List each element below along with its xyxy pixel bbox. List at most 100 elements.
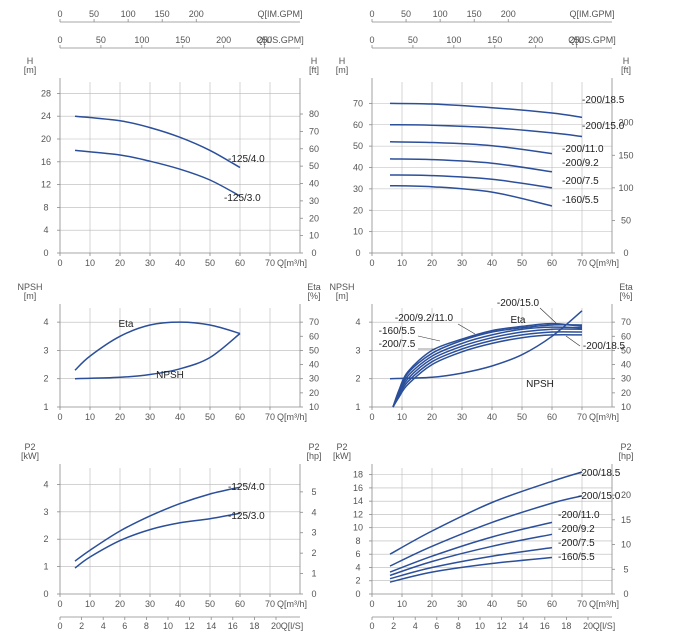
y-tick-label-left: 28 <box>41 88 51 98</box>
y-tick-label-left: 1 <box>43 562 48 572</box>
chart-npsh_small: 0 10 20 30 40 50 60 70 Q[m³/h]1234NPSH[m]1020304… <box>17 282 320 422</box>
x2-tick-label: 10 <box>475 621 485 631</box>
x2-axis-title: Q[l/S] <box>593 621 616 631</box>
x-tick-label: 40 <box>175 599 185 609</box>
series-line <box>389 102 583 119</box>
y-axis-unit-right: [%] <box>619 291 632 301</box>
y-tick-label-right: 20 <box>309 213 319 223</box>
y-axis-title-right: P2 <box>620 442 631 452</box>
y-tick-label-left: 4 <box>43 479 48 489</box>
y-tick-label-right: 2 <box>311 548 316 558</box>
y-tick-label-left: 20 <box>353 205 363 215</box>
y-tick-label-left: 6 <box>355 549 360 559</box>
y-axis-unit-right: [hp] <box>306 451 321 461</box>
y-tick-label-right: 20 <box>621 388 631 398</box>
y-axis-title-left: H <box>339 56 346 66</box>
x2-axis-title: Q[l/S] <box>281 621 304 631</box>
y-tick-label-right: 4 <box>311 507 316 517</box>
x-tick-label: 60 <box>547 599 557 609</box>
y-tick-label-left: 3 <box>355 345 360 355</box>
y-tick-label-left: 1 <box>355 402 360 412</box>
x-axis-title: Q[m³/h] <box>277 258 307 268</box>
chart-h_large: 0 10 20 30 40 50 60 70 Q[m³/h]0 50 100 150 200 Q[IM.G… <box>336 9 634 268</box>
x2-tick-label: 16 <box>228 621 238 631</box>
x2-tick-label: 14 <box>206 621 216 631</box>
x-tick-label: 0 <box>57 412 62 422</box>
x-tick-label: 70 <box>265 599 275 609</box>
leader-line <box>417 335 441 342</box>
y-tick-label-right: 100 <box>618 183 633 193</box>
grid-lines <box>60 82 300 253</box>
y-tick-label-right: 40 <box>309 179 319 189</box>
y-axis-unit-left: [m] <box>24 291 37 301</box>
y-tick-label-left: 1 <box>43 402 48 412</box>
series-label: -200/9.2 <box>558 524 595 535</box>
top-axis-tick-label: 250 <box>569 35 584 45</box>
x2-tick-label: 4 <box>413 621 418 631</box>
x-tick-label: 70 <box>577 599 587 609</box>
y-axis-title-left: NPSH <box>17 282 42 292</box>
x-tick-label: 50 <box>205 599 215 609</box>
y-tick-label-left: 40 <box>353 163 363 173</box>
x2-tick-label: 10 <box>163 621 173 631</box>
series-line <box>389 124 583 138</box>
y-tick-label-left: 2 <box>355 576 360 586</box>
y-tick-label-left: 2 <box>43 534 48 544</box>
top-axis-tick-label: 100 <box>134 35 149 45</box>
x2-tick-label: 0 <box>369 621 374 631</box>
y-tick-label-right: 5 <box>623 564 628 574</box>
y-tick-label-right: 0 <box>623 248 628 258</box>
series-label: -200/11.0 <box>558 510 600 521</box>
top-axis-tick-label: 200 <box>216 35 231 45</box>
x-tick-label: 30 <box>145 258 155 268</box>
series-label: -125/4.0 <box>228 154 265 165</box>
y-tick-label-left: 24 <box>41 111 51 121</box>
y-tick-label-left: 2 <box>355 374 360 384</box>
series-line <box>389 141 553 155</box>
y-tick-label-left: 4 <box>43 317 48 327</box>
x-axis-title: Q[m³/h] <box>277 412 307 422</box>
y-tick-label-left: 18 <box>353 470 363 480</box>
series-label: -200/18.5 <box>583 341 626 352</box>
series-label: -200/7.5 <box>379 339 416 350</box>
x-tick-label: 50 <box>205 258 215 268</box>
y-tick-label-right: 10 <box>309 402 319 412</box>
chart-p2_small: 0 10 20 30 40 50 60 70 Q[m³/h]0 2 4 6 8 10 12 14 16 18 20 Q… <box>21 442 322 631</box>
x-tick-label: 10 <box>397 599 407 609</box>
top-axis-tick-label: 250 <box>257 35 272 45</box>
top-axis-tick-label: 100 <box>446 35 461 45</box>
top-axis-tick-label: 150 <box>155 9 170 19</box>
x-tick-label: 10 <box>85 258 95 268</box>
y-axis-title-left: P2 <box>24 442 35 452</box>
x-tick-label: 60 <box>547 258 557 268</box>
x-tick-label: 30 <box>457 599 467 609</box>
y-tick-label-left: 0 <box>43 248 48 258</box>
series-label: -125/3.0 <box>224 193 261 204</box>
series-line <box>74 332 241 380</box>
x-axis-title: Q[m³/h] <box>277 599 307 609</box>
y-tick-label-left: 4 <box>43 225 48 235</box>
x-tick-label: 60 <box>547 412 557 422</box>
top-axis-tick-label: 0 <box>369 35 374 45</box>
x2-tick-label: 6 <box>122 621 127 631</box>
x-tick-label: 60 <box>235 412 245 422</box>
series-line <box>389 495 583 567</box>
series-line <box>389 184 553 207</box>
top-axis-title: Q[IM.GPM] <box>570 9 615 19</box>
y-axis-title-left: NPSH <box>329 282 354 292</box>
y-tick-label-right: 70 <box>309 317 319 327</box>
x-tick-label: 70 <box>577 258 587 268</box>
y-tick-label-left: 8 <box>355 536 360 546</box>
x-tick-label: 20 <box>115 599 125 609</box>
x-tick-label: 30 <box>457 258 467 268</box>
x-tick-label: 0 <box>57 258 62 268</box>
x-tick-label: 0 <box>369 258 374 268</box>
y-axis-title-right: Eta <box>307 282 321 292</box>
x-tick-label: 20 <box>115 258 125 268</box>
y-axis-title-left: P2 <box>336 442 347 452</box>
x-axis-title: Q[m³/h] <box>589 599 619 609</box>
y-tick-label-left: 50 <box>353 141 363 151</box>
y-tick-label-left: 4 <box>355 317 360 327</box>
x-tick-label: 20 <box>427 412 437 422</box>
x-tick-label: 40 <box>175 258 185 268</box>
